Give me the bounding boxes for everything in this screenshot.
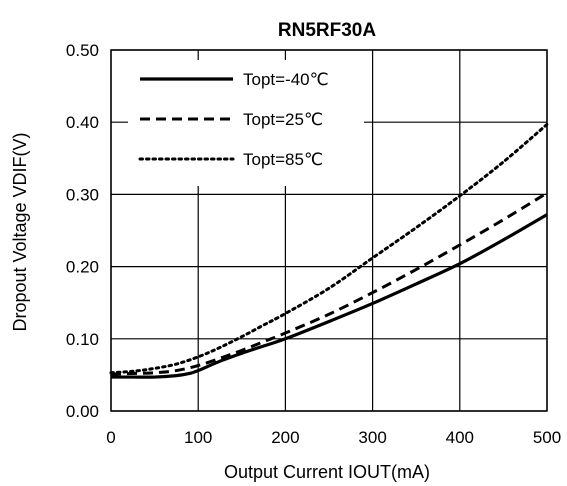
legend-label-2: Topt=25℃: [243, 110, 323, 129]
legend: Topt=-40℃ Topt=25℃ Topt=85℃: [128, 60, 364, 186]
y-tick-label: 0.50: [66, 41, 99, 60]
x-axis-label: Output Current IOUT(mA): [224, 462, 430, 482]
x-tick-label: 500: [533, 428, 561, 447]
y-tick-label: 0.40: [66, 113, 99, 132]
x-tick-label: 300: [358, 428, 386, 447]
legend-box: [128, 60, 364, 186]
series-line-1: [111, 213, 548, 379]
x-tick-label: 0: [106, 428, 115, 447]
series-line-3: [109, 122, 549, 375]
series-line-2: [110, 191, 548, 376]
y-tick-label: 0.10: [66, 330, 99, 349]
x-tick-label: 100: [184, 428, 212, 447]
series-layer: [109, 122, 549, 379]
legend-label-1: Topt=-40℃: [243, 70, 329, 89]
y-tick-labels: 0.00 0.10 0.20 0.30 0.40 0.50: [66, 41, 99, 421]
x-tick-label: 400: [446, 428, 474, 447]
y-tick-label: 0.30: [66, 185, 99, 204]
x-tick-label: 200: [271, 428, 299, 447]
y-axis-label: Dropout Voltage VDIF(V): [10, 132, 30, 331]
y-tick-label: 0.20: [66, 258, 99, 277]
plot-frame: [110, 49, 548, 412]
chart-title: RN5RF30A: [278, 20, 376, 41]
x-tick-labels: 0 100 200 300 400 500: [106, 428, 561, 447]
legend-label-3: Topt=85℃: [243, 150, 323, 169]
y-tick-label: 0.00: [66, 402, 99, 421]
